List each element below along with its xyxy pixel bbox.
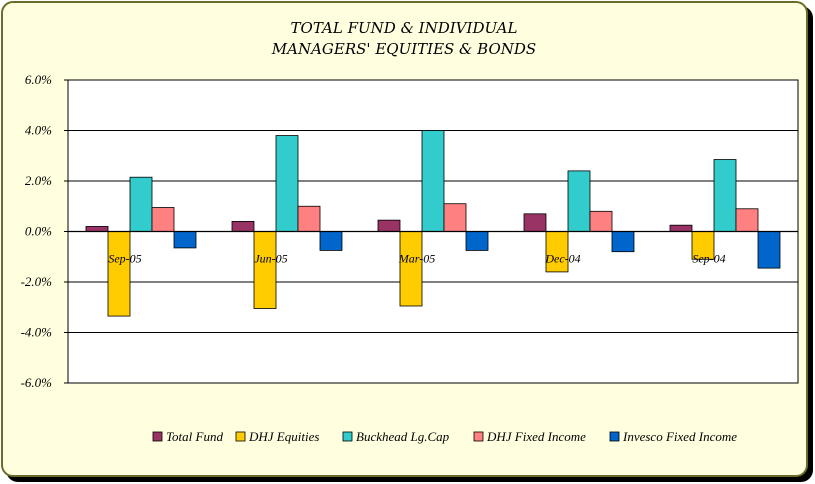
bar xyxy=(377,219,401,232)
y-tick-label: -6.0% xyxy=(21,375,53,390)
category-label: Jun-05 xyxy=(254,252,287,266)
legend-label: Total Fund xyxy=(166,429,223,444)
legend-swatch xyxy=(235,431,246,442)
bar xyxy=(107,231,131,317)
chart-subtitle: MANAGERS' EQUITIES & BONDS xyxy=(271,40,536,58)
y-tick-label: 4.0% xyxy=(25,123,52,138)
y-tick-label: 0.0% xyxy=(25,224,52,239)
bar xyxy=(523,213,547,232)
bar xyxy=(85,226,109,232)
category-label: Mar-05 xyxy=(398,252,435,266)
bar xyxy=(421,130,445,232)
bar xyxy=(465,231,489,251)
legend-swatch xyxy=(609,431,620,442)
bar xyxy=(735,208,759,232)
bar xyxy=(173,231,197,249)
category-label: Dec-04 xyxy=(544,252,580,266)
plot-area: 6.0% 4.0% 2.0% 0.0% -2.0% -4.0% -6.0% Sep-05 Jun… xyxy=(21,72,799,390)
legend-swatch xyxy=(473,431,484,442)
legend-label: DHJ Equities xyxy=(248,429,319,444)
category-label: Sep-04 xyxy=(692,252,725,266)
legend-label: DHJ Fixed Income xyxy=(486,429,586,444)
bar xyxy=(669,224,693,232)
bar xyxy=(757,231,781,269)
bar xyxy=(231,220,255,232)
bar xyxy=(253,231,277,309)
legend-label: Invesco Fixed Income xyxy=(622,429,737,444)
category-label: Sep-05 xyxy=(108,252,141,266)
legend-swatch xyxy=(152,431,163,442)
bar xyxy=(129,176,153,232)
bar xyxy=(611,231,635,253)
bar xyxy=(713,159,737,232)
bar xyxy=(567,170,591,232)
bar xyxy=(297,205,321,232)
legend-swatch xyxy=(342,431,353,442)
bar xyxy=(151,207,175,232)
legend: Total Fund DHJ Equities Buckhead Lg.Cap DHJ… xyxy=(152,429,737,444)
y-tick-label: -2.0% xyxy=(21,274,53,289)
bar xyxy=(319,231,343,251)
legend-label: Buckhead Lg.Cap xyxy=(356,429,450,444)
bar xyxy=(399,231,423,307)
bar xyxy=(589,210,613,232)
y-tick-label: 2.0% xyxy=(25,173,52,188)
y-tick-label: -4.0% xyxy=(21,325,53,340)
y-tick-label: 6.0% xyxy=(25,72,52,87)
chart-title: TOTAL FUND & INDIVIDUAL xyxy=(291,19,518,37)
bar xyxy=(443,203,467,232)
bar xyxy=(275,135,299,232)
